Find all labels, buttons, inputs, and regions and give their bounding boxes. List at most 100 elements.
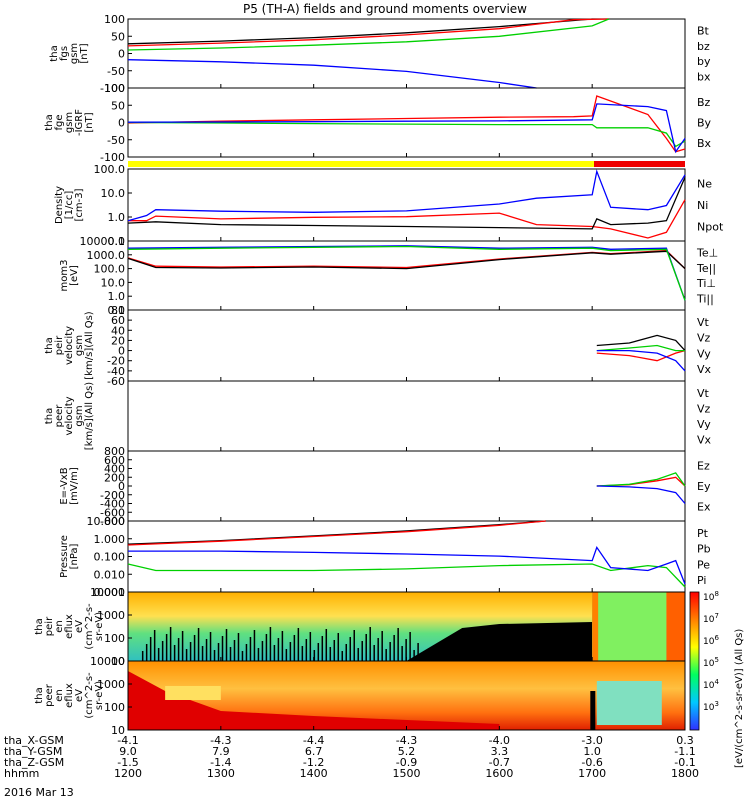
series-by <box>127 121 686 148</box>
legend-vx: Vx <box>697 363 712 376</box>
series-te <box>127 250 686 270</box>
spectrogram-speckle <box>249 637 252 661</box>
ephemeris-value: 1300 <box>207 767 235 780</box>
legend-by: by <box>697 55 711 68</box>
spectrogram-speckle <box>333 640 336 661</box>
spectrogram-speckle <box>353 630 355 661</box>
spectrogram-speckle <box>157 648 160 661</box>
spectrogram-speckle <box>413 650 415 661</box>
ephemeris-value: -0.1 <box>674 756 695 769</box>
spectrogram-speckle <box>173 645 176 661</box>
y-axis-label: peer <box>54 404 65 428</box>
spectrogram-speckle <box>281 631 284 661</box>
y-axis-label: E=-VxB <box>59 467 70 504</box>
y-axis-label: en <box>54 689 65 702</box>
y-axis-label: tha <box>34 618 45 634</box>
y-tick-label: 60 <box>111 314 125 327</box>
y-tick-label: 50 <box>111 30 125 43</box>
y-tick-label: 1.0 <box>108 211 126 224</box>
panel-density: 100.0 10.0 1.0 0.1 Density [1/cc] [cm-3] Ne Ni Np… <box>54 163 724 248</box>
panel-frame <box>127 18 686 89</box>
ephemeris-value: -1.2 <box>303 756 324 769</box>
y-tick-label: 10 <box>111 724 125 737</box>
y-tick-label: 800 <box>104 445 125 458</box>
spectrogram-speckle <box>149 637 152 661</box>
y-axis-label: [km/s](All Qs) <box>84 382 95 450</box>
series-npot <box>127 169 686 222</box>
spectrogram-speckle <box>301 646 304 661</box>
y-tick-label: 1000 <box>97 609 125 622</box>
y-tick-label: 100.0 <box>94 163 126 176</box>
colorbar-tick-label: 108 <box>703 590 719 603</box>
spectrogram-boundary <box>592 592 599 661</box>
ephemeris-value: 1700 <box>578 767 606 780</box>
y-tick-label: -100 <box>100 151 125 164</box>
ephemeris-value: 9.0 <box>119 745 137 758</box>
y-tick-label: 0.1 <box>108 304 126 317</box>
spectrogram-end-region <box>666 592 685 661</box>
y-axis-label: [eV] <box>69 265 80 286</box>
y-tick-label: 0 <box>118 48 125 61</box>
ephemeris-value: -1.1 <box>674 745 695 758</box>
ephemeris-value: -4.0 <box>489 734 510 747</box>
panel-peer_velocity: tha peer velocity gsm [km/s](All Qs) Vt Vz Vy Vx <box>44 380 712 452</box>
spectrogram-speckle <box>273 645 276 661</box>
ephemeris-value: -4.1 <box>117 734 138 747</box>
spectrogram-speckle <box>221 636 224 661</box>
spectrogram-speckle <box>213 650 216 661</box>
y-axis-label: gsm <box>74 405 85 426</box>
spectrogram-speckle <box>153 630 156 661</box>
colorbar-label: [eV/(cm^2-s-sr-eV)] (All Qs) <box>734 629 745 768</box>
y-axis-label: [nT] <box>79 43 90 63</box>
ephemeris-value: -0.9 <box>396 756 417 769</box>
y-tick-label: 10 <box>111 655 125 668</box>
ephemeris-value: 1.0 <box>583 745 601 758</box>
legend-bz: bz <box>697 40 710 53</box>
y-tick-label: 100 <box>104 701 125 714</box>
y-tick-label: 40 <box>111 324 125 337</box>
y-tick-label: -60 <box>107 375 125 388</box>
spectrogram-speckle <box>385 649 387 661</box>
y-axis-label: eflux <box>64 614 75 639</box>
spectrogram-speckle <box>169 627 172 661</box>
spectrogram-speckle <box>161 641 164 661</box>
spectrogram-speckle <box>253 630 256 661</box>
y-tick-label: 0.010 <box>94 568 126 581</box>
y-tick-label: 0.1 <box>108 235 126 248</box>
spectrogram-speckle <box>165 634 168 661</box>
spectrogram-speckle <box>205 639 208 661</box>
y-tick-label: 100 <box>104 82 125 95</box>
series-pe <box>127 563 686 588</box>
spectrogram-speckle <box>201 646 204 661</box>
ephemeris-row-label: tha_X-GSM <box>4 734 64 747</box>
y-axis-label: Pressure <box>59 535 70 578</box>
series-bx <box>127 103 686 154</box>
ephemeris-row-label: tha_Z-GSM <box>4 756 64 769</box>
y-axis-label: (cm^2-s- <box>84 672 95 719</box>
legend-ti: Ti|| <box>696 292 714 305</box>
spectrogram-speckle <box>293 635 296 661</box>
panel-frame <box>127 240 686 311</box>
y-axis-label: velocity <box>64 396 75 435</box>
series-pt <box>127 520 546 545</box>
spectrogram-speckle <box>317 643 320 661</box>
ephemeris-value: -4.3 <box>210 734 231 747</box>
spectrogram-speckle <box>349 637 352 661</box>
legend-vt: Vt <box>697 387 710 400</box>
spectrogram-speckle <box>401 646 403 661</box>
series-pb <box>127 520 546 546</box>
colorbar-tick-label: 106 <box>703 634 719 647</box>
spectrogram-speckle <box>189 642 192 661</box>
y-tick-label: -40 <box>107 365 125 378</box>
spectrogram-speckle <box>217 643 220 661</box>
y-axis-label: [nPa] <box>69 543 80 569</box>
y-tick-label: 100.0 <box>94 263 126 276</box>
ephemeris-value: 1800 <box>671 767 699 780</box>
spectrogram-speckle <box>337 633 340 661</box>
y-tick-label: 0 <box>118 117 125 130</box>
legend-vy: Vy <box>697 347 711 360</box>
legend-ez: Ez <box>697 459 710 472</box>
y-axis-label: [cm-3] <box>74 188 85 221</box>
